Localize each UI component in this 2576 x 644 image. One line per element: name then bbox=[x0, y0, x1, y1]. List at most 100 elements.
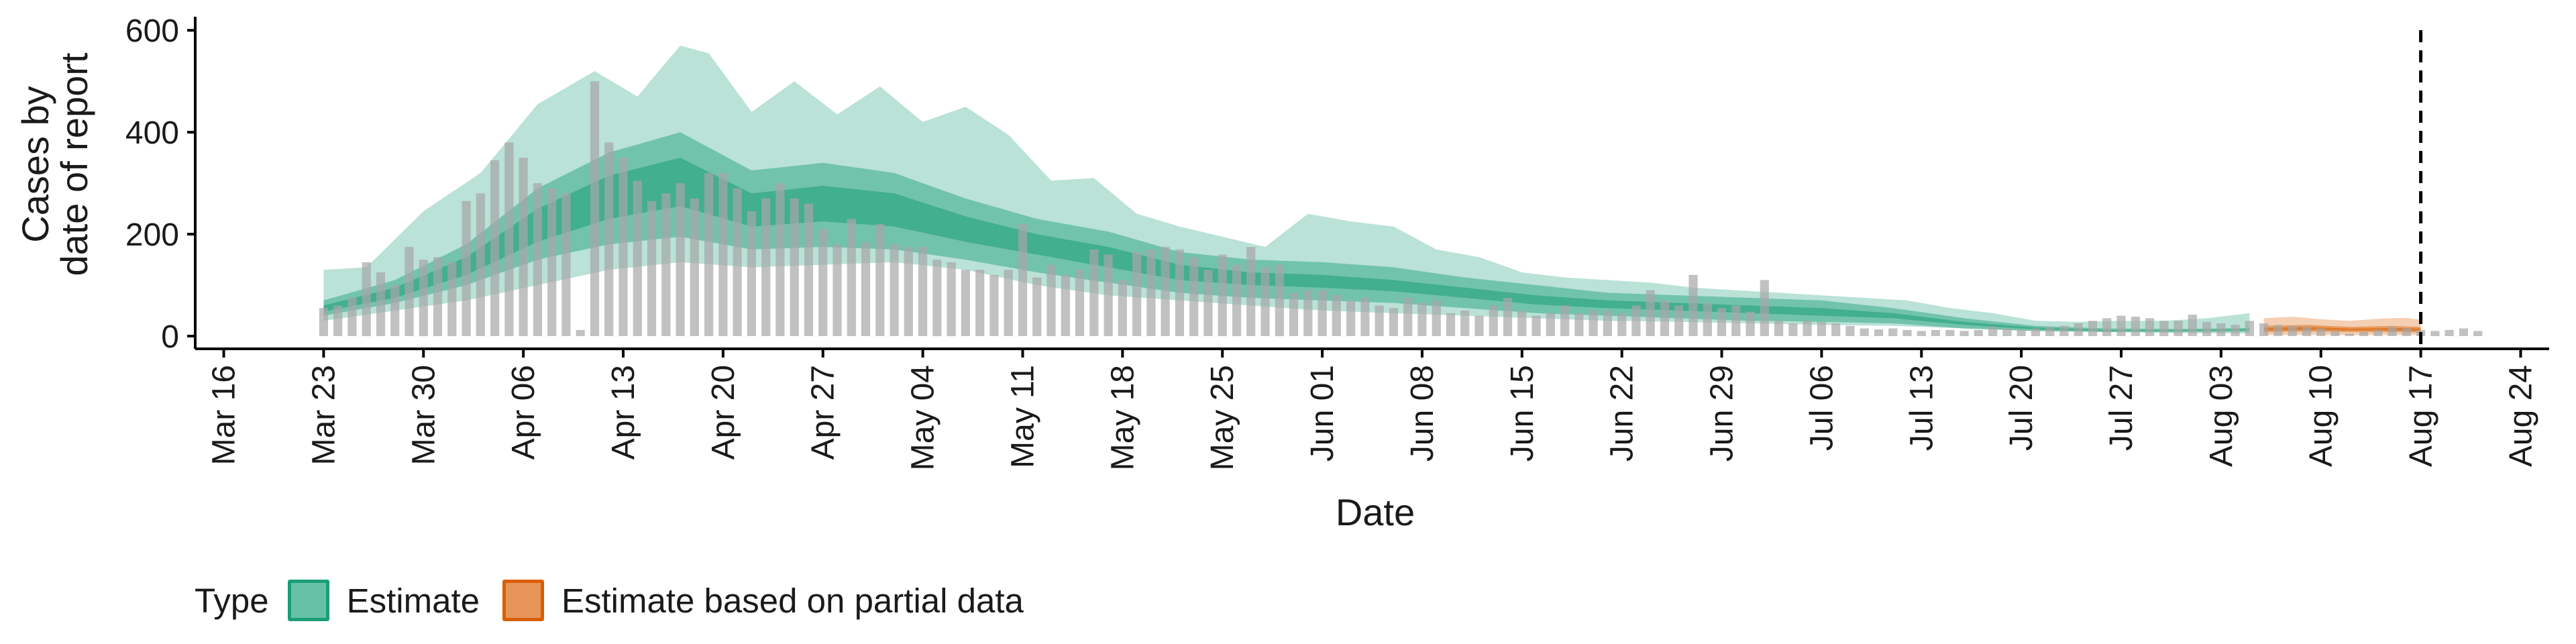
case-bar bbox=[2387, 327, 2397, 336]
legend-key-estimate bbox=[287, 580, 329, 621]
case-bar bbox=[2473, 331, 2483, 336]
case-bar bbox=[1146, 249, 1156, 336]
case-bar bbox=[2074, 323, 2083, 336]
case-bar bbox=[947, 262, 956, 337]
legend-label-partial: Estimate based on partial data bbox=[561, 581, 1024, 620]
case-bar bbox=[718, 172, 728, 336]
case-bar bbox=[989, 274, 999, 336]
case-bar bbox=[1089, 249, 1099, 336]
case-bar bbox=[747, 211, 756, 336]
case-bar bbox=[547, 188, 557, 336]
y-tick-label: 600 bbox=[125, 13, 179, 49]
x-tick-label: Jul 27 bbox=[2104, 365, 2139, 451]
case-bar bbox=[775, 183, 785, 336]
case-bar bbox=[932, 260, 942, 337]
x-tick-label: Jun 08 bbox=[1405, 365, 1440, 462]
case-bar bbox=[2373, 329, 2383, 336]
case-bar bbox=[704, 172, 714, 336]
case-bar bbox=[2002, 328, 2012, 336]
case-bar bbox=[1118, 280, 1127, 336]
case-bar bbox=[1289, 292, 1299, 336]
case-bar bbox=[1960, 331, 1969, 336]
case-bar bbox=[1817, 321, 1826, 336]
case-bar bbox=[1203, 270, 1213, 336]
case-bar bbox=[1688, 274, 1698, 336]
band-estimate-20 bbox=[323, 158, 2250, 331]
case-bar bbox=[1517, 311, 1527, 336]
case-bar bbox=[1574, 313, 1584, 336]
x-tick-label: Apr 13 bbox=[606, 365, 641, 460]
case-bar bbox=[1232, 264, 1242, 337]
case-bar bbox=[1175, 249, 1184, 336]
case-bar bbox=[2402, 328, 2411, 336]
case-bar bbox=[604, 142, 614, 337]
case-bar bbox=[918, 247, 928, 336]
case-bar bbox=[1746, 311, 1755, 336]
case-bar bbox=[804, 203, 814, 336]
case-bar bbox=[1902, 329, 1912, 336]
x-tick-label: Apr 06 bbox=[506, 365, 541, 460]
case-bar bbox=[2017, 329, 2026, 336]
case-bar bbox=[319, 308, 328, 336]
x-tick-label: Apr 27 bbox=[806, 365, 841, 460]
case-bar bbox=[1161, 247, 1170, 336]
case-bar bbox=[1589, 311, 1598, 336]
case-bar bbox=[2159, 321, 2169, 336]
x-tick-label: Aug 03 bbox=[2204, 365, 2239, 467]
case-bar bbox=[690, 198, 699, 336]
case-bar bbox=[1375, 305, 1384, 336]
case-bar bbox=[1831, 323, 1841, 336]
case-bar bbox=[590, 81, 600, 336]
case-bar bbox=[2459, 328, 2468, 336]
band-estimate-50 bbox=[323, 132, 2250, 332]
case-bar bbox=[1845, 325, 1855, 336]
case-bar bbox=[433, 257, 443, 337]
case-bar bbox=[1532, 315, 1541, 336]
case-bar bbox=[362, 262, 371, 337]
case-bar bbox=[1717, 308, 1727, 336]
case-bar bbox=[1489, 305, 1498, 336]
case-bar bbox=[1760, 280, 1769, 336]
y-axis-label-line-1: Cases by bbox=[14, 86, 56, 242]
case-bar bbox=[376, 272, 386, 336]
case-bar bbox=[1974, 329, 1983, 336]
x-tick-label: Aug 17 bbox=[2404, 365, 2439, 467]
x-tick-label: Jun 01 bbox=[1305, 365, 1340, 462]
case-bar bbox=[1703, 303, 1712, 336]
x-tick-label: Jul 13 bbox=[1904, 365, 1939, 451]
case-bar bbox=[1432, 300, 1441, 336]
case-bar bbox=[2088, 321, 2098, 336]
case-bar bbox=[2231, 325, 2240, 336]
case-bar bbox=[1318, 290, 1327, 336]
case-bar bbox=[875, 223, 885, 336]
case-bar bbox=[1132, 252, 1142, 336]
y-tick-label: 400 bbox=[125, 115, 179, 151]
case-bar bbox=[861, 241, 871, 336]
x-tick-label: Jun 22 bbox=[1605, 365, 1640, 462]
case-bar bbox=[2174, 321, 2183, 336]
case-bar bbox=[405, 247, 414, 336]
x-tick-label: Jun 15 bbox=[1505, 365, 1540, 462]
case-bar bbox=[2116, 315, 2126, 336]
case-bar bbox=[1004, 270, 1013, 336]
case-bar bbox=[2330, 331, 2340, 336]
case-bar bbox=[1917, 331, 1926, 336]
case-bar bbox=[818, 229, 828, 336]
case-bar bbox=[1104, 254, 1113, 337]
case-bar bbox=[833, 244, 842, 336]
axes: 0 200 400 600 Mar 16 Mar 23 Mar 30 Apr 06 Apr 13… bbox=[125, 13, 2549, 470]
case-bar bbox=[1874, 329, 1884, 336]
case-bar bbox=[1061, 274, 1070, 336]
case-bar bbox=[1660, 300, 1670, 336]
legend-title: Type bbox=[195, 581, 269, 620]
case-bar bbox=[462, 201, 471, 336]
case-bar bbox=[1389, 308, 1398, 336]
case-bar bbox=[1218, 254, 1227, 337]
case-bar bbox=[890, 244, 899, 336]
case-bar bbox=[2288, 325, 2297, 336]
x-tick-label: Mar 30 bbox=[406, 365, 441, 465]
case-bar bbox=[347, 298, 357, 336]
case-bar bbox=[1945, 329, 1955, 336]
x-tick-label: May 25 bbox=[1205, 365, 1240, 470]
case-bar bbox=[647, 201, 657, 336]
